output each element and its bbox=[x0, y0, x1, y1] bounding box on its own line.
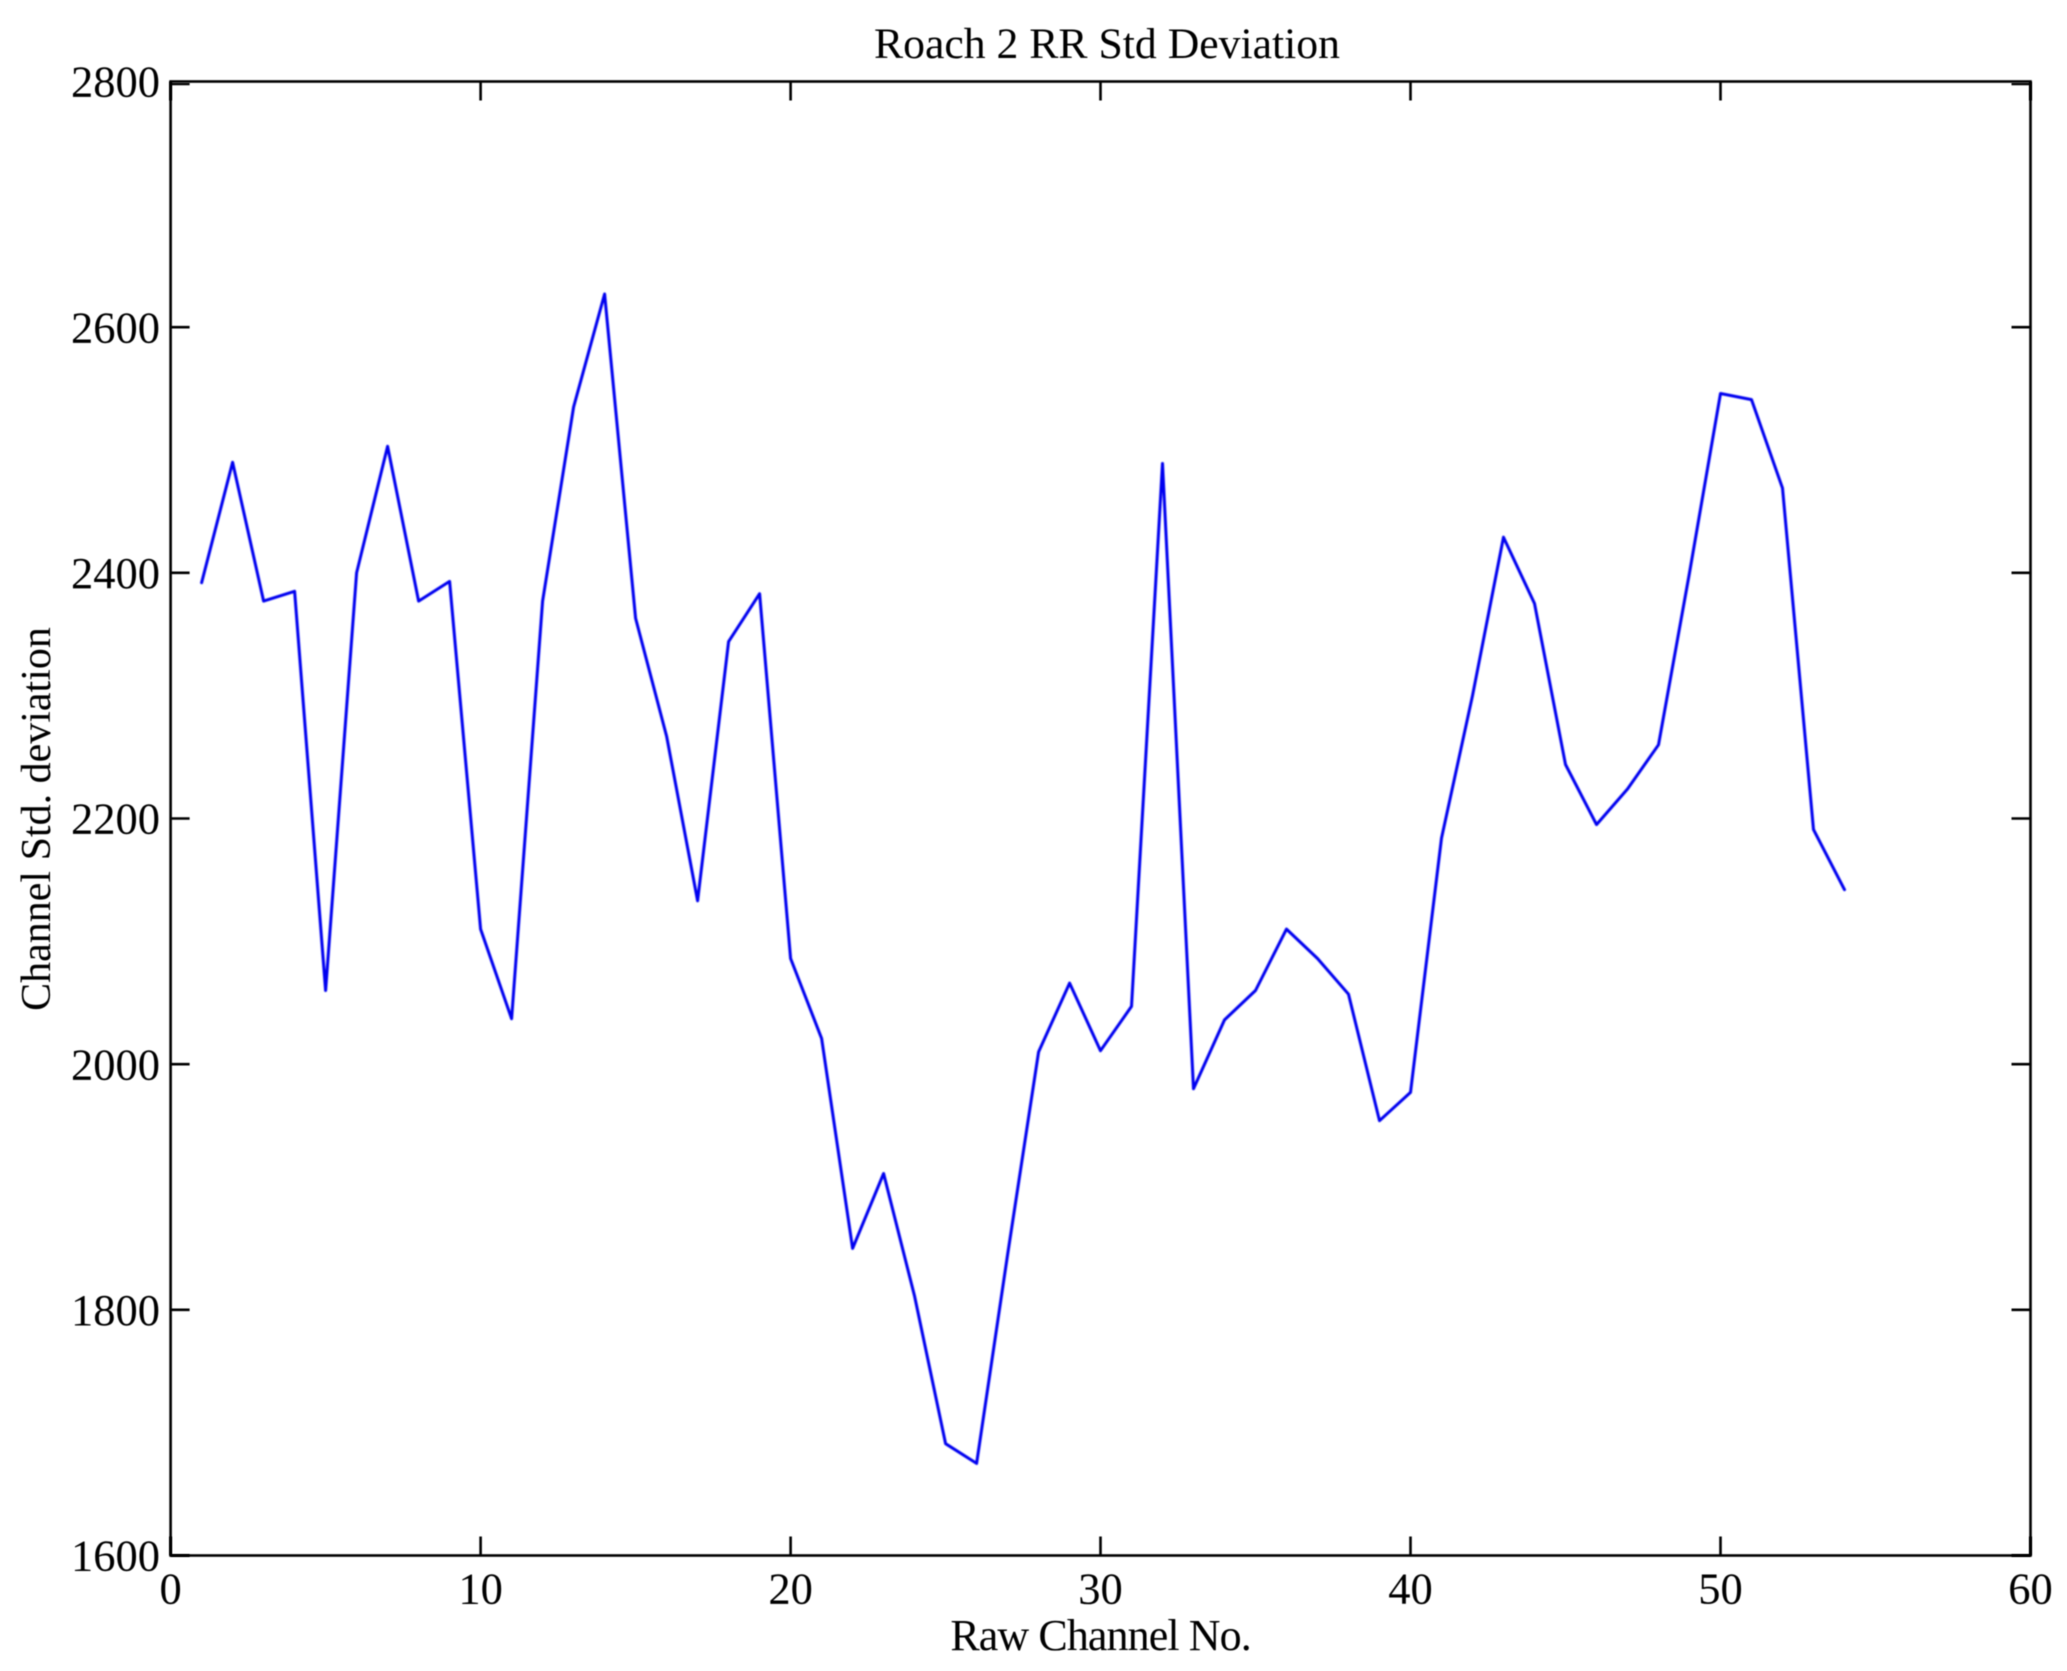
svg-text:40: 40 bbox=[1388, 1563, 1433, 1613]
svg-text:50: 50 bbox=[1698, 1563, 1743, 1613]
svg-text:1600: 1600 bbox=[71, 1531, 160, 1581]
svg-text:Raw Channel No.: Raw Channel No. bbox=[950, 1611, 1251, 1660]
svg-text:2800: 2800 bbox=[71, 57, 160, 107]
svg-text:60: 60 bbox=[2008, 1563, 2053, 1613]
svg-text:Roach 2 RR Std Deviation: Roach 2 RR Std Deviation bbox=[874, 20, 1340, 68]
svg-text:0: 0 bbox=[159, 1563, 181, 1613]
svg-text:Channel Std. deviation: Channel Std. deviation bbox=[14, 627, 60, 1011]
svg-text:30: 30 bbox=[1078, 1563, 1123, 1613]
svg-text:20: 20 bbox=[768, 1563, 813, 1613]
svg-text:10: 10 bbox=[458, 1563, 503, 1613]
svg-text:2400: 2400 bbox=[71, 548, 160, 598]
svg-text:1800: 1800 bbox=[71, 1285, 160, 1335]
svg-text:2600: 2600 bbox=[71, 302, 160, 352]
svg-text:2000: 2000 bbox=[71, 1039, 160, 1089]
svg-text:2200: 2200 bbox=[71, 794, 160, 844]
